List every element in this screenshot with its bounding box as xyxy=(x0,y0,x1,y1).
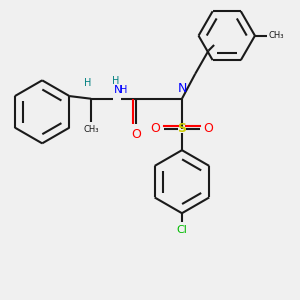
Text: N: N xyxy=(114,85,123,95)
Text: CH₃: CH₃ xyxy=(83,125,99,134)
Text: O: O xyxy=(151,122,160,135)
Text: Cl: Cl xyxy=(176,225,188,235)
Text: S: S xyxy=(177,122,186,135)
Text: O: O xyxy=(203,122,213,135)
Text: H: H xyxy=(120,85,127,95)
Text: CH₃: CH₃ xyxy=(268,31,284,40)
Text: H: H xyxy=(112,76,119,86)
Text: H: H xyxy=(84,78,92,88)
Text: O: O xyxy=(131,128,141,141)
Text: N: N xyxy=(177,82,187,95)
